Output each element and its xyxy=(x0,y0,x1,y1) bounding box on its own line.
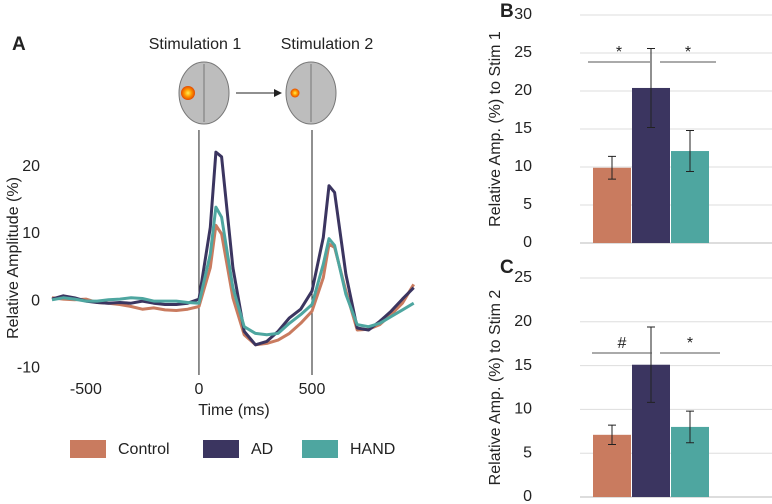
legend-swatch xyxy=(302,440,338,458)
y-tick-label: 0 xyxy=(523,488,532,504)
error-bar xyxy=(686,410,694,444)
y-tick-label: 25 xyxy=(514,269,532,286)
arrow-head xyxy=(274,89,282,97)
y-tick-label: 20 xyxy=(514,313,532,330)
y-tick-label: 10 xyxy=(514,158,532,175)
series-line xyxy=(51,205,415,337)
y-axis-title: Relative Amp. (%) to Stim 1 xyxy=(487,31,504,227)
series-line xyxy=(51,150,415,347)
error-bar xyxy=(608,424,616,445)
y-tick-label: 10 xyxy=(22,225,40,242)
y-axis-title: Relative Amp. (%) to Stim 2 xyxy=(487,290,504,486)
panel-label: C xyxy=(500,257,514,278)
y-tick-label: 5 xyxy=(523,444,532,461)
panel-label: A xyxy=(12,34,26,55)
error-bar xyxy=(608,155,616,180)
error-bar xyxy=(647,47,655,128)
brain-1 xyxy=(178,61,230,125)
x-tick-label: -500 xyxy=(70,381,102,398)
y-tick-label: 15 xyxy=(514,120,532,137)
significance-mark: * xyxy=(616,44,622,61)
y-tick-label: 0 xyxy=(31,292,40,309)
x-axis-title: Time (ms) xyxy=(198,402,269,419)
y-tick-label: 25 xyxy=(514,44,532,61)
y-tick-label: 10 xyxy=(514,401,532,418)
significance-mark: * xyxy=(685,44,691,61)
error-bar xyxy=(686,130,694,173)
brain-2 xyxy=(285,61,337,125)
y-axis-title: Relative Amplitude (%) xyxy=(5,177,22,339)
legend-swatch xyxy=(203,440,239,458)
bar xyxy=(593,434,631,497)
legend-label: Control xyxy=(118,441,170,458)
legend-label: HAND xyxy=(350,441,395,458)
y-tick-label: 20 xyxy=(22,158,40,175)
stimulus-label: Stimulation 1 xyxy=(149,36,242,53)
y-tick-label: -10 xyxy=(17,360,40,377)
significance-mark: * xyxy=(687,335,693,352)
y-tick-label: 5 xyxy=(523,196,532,213)
error-bar xyxy=(647,326,655,403)
y-tick-label: 0 xyxy=(523,234,532,251)
x-tick-label: 0 xyxy=(195,381,204,398)
x-tick-label: 500 xyxy=(299,381,326,398)
y-tick-label: 20 xyxy=(514,82,532,99)
legend-swatch xyxy=(70,440,106,458)
panel-label: B xyxy=(500,1,514,22)
significance-mark: # xyxy=(618,335,627,352)
y-tick-label: 15 xyxy=(514,357,532,374)
bar xyxy=(593,167,631,243)
legend-label: AD xyxy=(251,441,273,458)
y-tick-label: 30 xyxy=(514,6,532,23)
stimulus-label: Stimulation 2 xyxy=(281,36,374,53)
